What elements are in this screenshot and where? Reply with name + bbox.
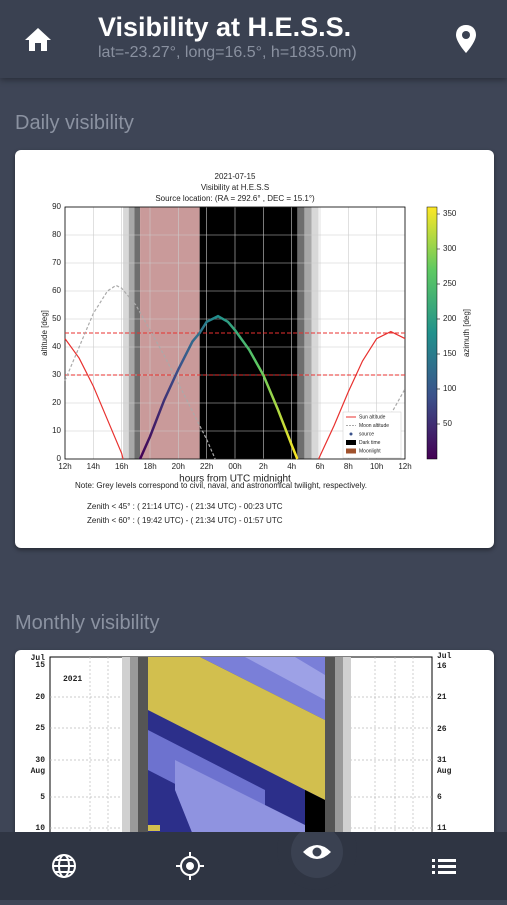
y-tick-label: 50 [52,314,61,323]
plot-title: Visibility at H.E.S.S [201,183,269,192]
x-tick-label: 16h [115,462,128,471]
left-date-label: 5 [40,793,45,802]
right-date-label: 16 [437,662,447,671]
colorbar-tick-label: 200 [443,314,457,323]
moon-band [175,760,315,840]
x-tick-label: 18h [143,462,156,471]
plot-title: Source location: (RA = 292.6° , DEC = 15… [155,194,315,203]
right-date-label: Jul [437,652,452,661]
y-tick-label: 20 [52,398,61,407]
y-tick-label: 0 [57,454,62,463]
right-date-label: Aug [437,767,452,776]
home-button[interactable] [24,26,52,52]
x-tick-label: 12h [58,462,71,471]
year-label: 2021 [63,675,82,684]
y-axis-label: altitude [deg] [40,310,49,356]
twilight [335,657,343,840]
colorbar-tick-label: 100 [443,384,457,393]
right-date-label: 31 [437,756,447,765]
grid [50,657,432,840]
zenith-line: Zenith < 60° : ( 19:42 UTC) - ( 21:34 UT… [87,516,283,525]
zenith-line: Zenith < 45° : ( 21:14 UTC) - ( 21:34 UT… [87,502,283,511]
legend-label: Dark time [359,440,381,446]
x-axis-label: hours from UTC midnight [179,474,291,485]
y-tick-label: 90 [52,202,61,211]
colorbar-tick-label: 50 [443,419,452,428]
right-date-label: 11 [437,824,447,833]
left-date-label: 20 [35,693,45,702]
location-button[interactable] [455,24,477,54]
legend-swatch [346,440,356,445]
x-tick-label: 4h [287,462,296,471]
colorbar-tick-label: 250 [443,279,457,288]
section-title: Monthly visibility [15,612,160,634]
twilight [130,657,138,840]
right-date-label: 6 [437,793,442,802]
source-band [148,825,160,831]
y-tick-label: 40 [52,342,61,351]
y-tick-label: 80 [52,230,61,239]
right-date-label: 26 [437,725,447,734]
x-tick-label: 22h [200,462,213,471]
legend-label: Moonlight [359,448,381,454]
x-tick-label: 8h [344,462,353,471]
series-line [138,314,299,460]
y-tick-label: 10 [52,426,61,435]
y-tick-label: 70 [52,258,61,267]
right-date-label: 21 [437,693,447,702]
x-tick-label: 00h [228,462,241,471]
y-tick-label: 30 [52,370,61,379]
left-date-label: 30 [35,756,45,765]
left-date-label: Jul [31,654,46,663]
target-tab[interactable] [176,852,204,880]
eye-pupil [312,847,322,857]
colorbar-label: azimuth [deg] [462,309,471,357]
daily-card: 2021-07-15 Visibility at H.E.S.S Source lo… [15,150,494,548]
bottom-nav [0,810,507,900]
left-date-label: 10 [35,824,45,833]
x-tick-label: 10h [370,462,383,471]
section-title: Daily visibility [15,112,134,134]
source-band [148,657,325,800]
colorbar [426,206,438,460]
twilight-band [311,207,319,459]
x-tick-label: 20h [172,462,185,471]
subtitle: lat=-23.27°, long=16.5°, h=1835.0m) [98,44,357,61]
x-tick-label: 2h [259,462,268,471]
list-tab[interactable] [432,859,456,874]
globe-tab[interactable] [52,854,76,878]
note: Note: Grey levels correspond to civil, n… [75,481,367,490]
moon-band [245,657,325,700]
colorbar-tick-label: 300 [443,244,457,253]
legend-label: Sun altitude [359,414,386,420]
left-date-label: 15 [35,661,45,670]
x-tick-label: 6h [316,462,325,471]
x-tick-label: 14h [87,462,100,471]
daily-plot: 2021-07-15 Visibility at H.E.S.S Source lo… [40,172,471,525]
left-date-label: Aug [31,767,46,776]
series-line [64,284,406,460]
legend-label: Moon altitude [359,423,389,429]
dark [305,790,325,840]
y-tick-label: 60 [52,286,61,295]
plot-title: 2021-07-15 [215,172,256,181]
colorbar-tick-label: 350 [443,209,457,218]
header: Visibility at H.E.S.S. lat=-23.27°, long… [0,0,507,78]
colorbar-tick-label: 150 [443,349,457,358]
monthly-card: 2021 Jul 15 20 25 30 Aug 5 10 Jul 16 21 26 31 Aug 6 11 [15,650,494,840]
series-line [64,330,406,460]
twilight [343,657,351,840]
legend-swatch [349,432,353,436]
title: Visibility at H.E.S.S. [98,12,352,42]
twilight [138,657,148,840]
x-tick-label: 12h [398,462,411,471]
twilight [325,657,335,840]
twilight [122,657,130,840]
legend-swatch [346,448,356,454]
legend-label: source [359,431,374,437]
left-date-label: 25 [35,724,45,733]
nav-icons [52,810,456,890]
